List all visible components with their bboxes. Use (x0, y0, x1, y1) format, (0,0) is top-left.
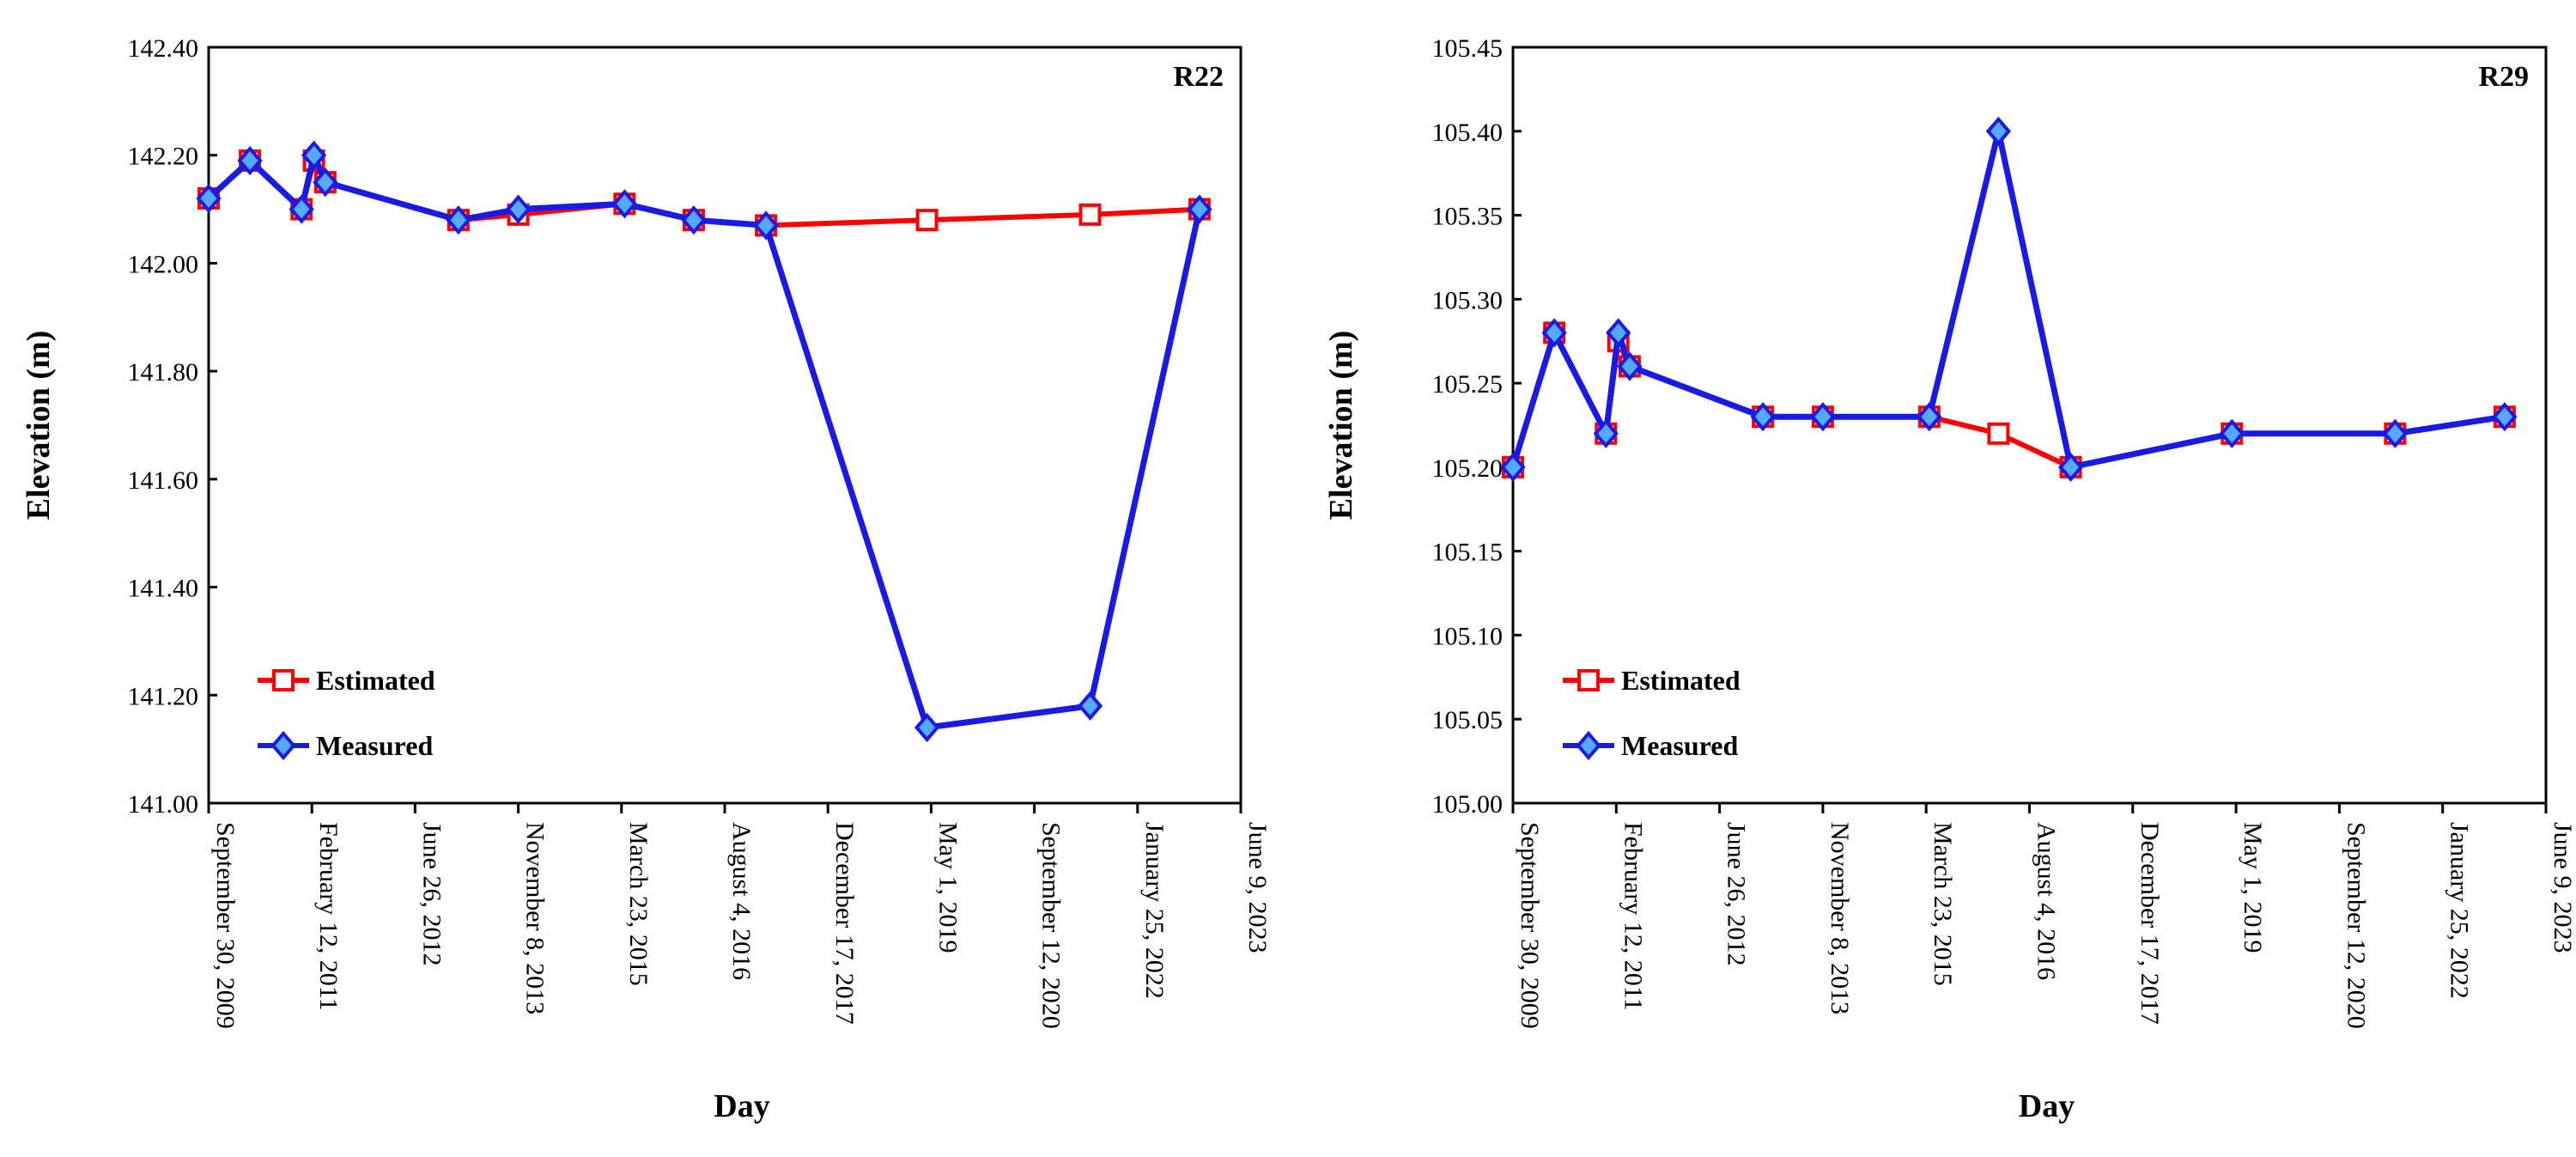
y-tick-label: 105.25 (1432, 370, 1504, 399)
data-point-measured (681, 205, 707, 235)
data-point-measured (611, 189, 638, 219)
legend-label-estimated: Estimated (1621, 665, 1741, 696)
x-axis-title: Day (714, 1088, 769, 1124)
y-tick-label: 105.45 (1432, 34, 1504, 63)
series-line-estimated (1510, 330, 2506, 470)
chart-panel-r29: 105.00 105.05 105.10 105.15 105.20 105.25 105.… (1323, 34, 2576, 1124)
x-tick-label: June 26, 2012 (1722, 822, 1751, 966)
y-tick-label: 141.20 (128, 682, 199, 710)
y-tick-label: 142.00 (128, 250, 199, 278)
data-point-measured (753, 210, 779, 241)
data-point-measured (237, 145, 263, 176)
legend-marker-measured (1576, 730, 1601, 761)
legend-label-measured: Measured (316, 730, 433, 761)
data-point-measured (301, 140, 327, 170)
data-point-estimated (1078, 203, 1102, 226)
y-tick-label: 141.00 (128, 790, 199, 819)
y-axis-title: Elevation (m) (21, 331, 57, 521)
x-tick-label: February 12, 2011 (314, 822, 343, 1011)
y-tick-label: 141.40 (128, 575, 199, 603)
series-measured (196, 140, 1212, 743)
series-estimated (1502, 321, 2516, 478)
chart-panel-r22: 141.00 141.20 141.40 141.60 141.80 142.00 142.… (21, 34, 1272, 1124)
x-tick-label: September 30, 2009 (1516, 822, 1544, 1029)
y-tick-label: 141.80 (128, 358, 199, 387)
x-tick-label: February 12, 2011 (1619, 822, 1647, 1011)
x-tick-label: May 1, 2019 (2239, 822, 2267, 953)
x-tick-label: November 8, 2013 (1826, 822, 1854, 1014)
data-point-measured (1500, 452, 1526, 482)
y-tick-label: 105.35 (1432, 203, 1504, 231)
data-point-measured (2382, 418, 2408, 448)
data-point-measured (2057, 452, 2084, 482)
legend-marker-estimated (1577, 669, 1600, 691)
x-tick-label: August 4, 2016 (2032, 822, 2061, 980)
y-tick-label: 105.40 (1432, 119, 1504, 147)
panel-label: R22 (1173, 61, 1224, 93)
x-tick-label: March 23, 2015 (1929, 822, 1957, 986)
series-line-measured (206, 152, 1203, 731)
y-axis-title: Elevation (m) (1323, 331, 1359, 521)
x-tick-label: August 4, 2016 (727, 822, 756, 980)
y-tick-label: 105.10 (1432, 622, 1504, 650)
data-point-measured (1187, 194, 1212, 224)
x-tick-label: September 30, 2009 (211, 822, 240, 1029)
legend: Estimated Measured (1563, 665, 1741, 761)
legend-marker-estimated (272, 669, 295, 691)
data-point-measured (1985, 116, 2012, 146)
x-tick-label: December 17, 2017 (2136, 822, 2164, 1025)
legend-marker-measured (270, 730, 296, 761)
x-tick-label: September 12, 2020 (2342, 822, 2370, 1029)
data-point-measured (313, 167, 338, 198)
x-tick-label: May 1, 2019 (933, 822, 962, 953)
legend-label-estimated: Estimated (316, 665, 435, 696)
y-tick-label: 141.60 (128, 466, 199, 495)
x-tick-label: January 25, 2022 (2445, 822, 2474, 999)
x-tick-label: January 25, 2022 (1140, 822, 1169, 999)
legend-label-measured: Measured (1621, 730, 1738, 761)
y-tick-label: 105.05 (1432, 706, 1504, 734)
x-tick-label: December 17, 2017 (830, 822, 859, 1025)
x-axis-title: Day (2019, 1088, 2075, 1124)
y-tick-label: 105.15 (1432, 539, 1504, 567)
data-point-measured (505, 194, 532, 224)
y-tick-label: 105.00 (1432, 790, 1504, 819)
data-point-measured (289, 194, 314, 224)
x-tick-label: June 9, 2023 (1243, 822, 1272, 953)
data-point-measured (1077, 691, 1103, 721)
data-point-measured (446, 205, 471, 235)
data-point-measured (1606, 318, 1631, 348)
data-point-measured (1917, 402, 1942, 432)
data-point-measured (1541, 318, 1567, 348)
y-tick-label: 142.40 (128, 34, 199, 63)
data-point-measured (914, 712, 940, 743)
data-point-estimated (915, 209, 939, 232)
panel-label: R29 (2478, 61, 2529, 93)
x-tick-label: June 9, 2023 (2549, 822, 2576, 953)
series-line-measured (1510, 128, 2506, 471)
y-tick-label: 142.20 (128, 143, 199, 171)
data-point-estimated (1987, 422, 2010, 445)
x-tick-label: November 8, 2013 (521, 822, 550, 1014)
y-tick-label: 105.30 (1432, 286, 1504, 314)
data-point-measured (2219, 418, 2245, 448)
data-point-measured (1810, 402, 1836, 432)
series-measured (1500, 116, 2518, 482)
data-point-measured (1593, 418, 1619, 448)
x-tick-label: June 26, 2012 (417, 822, 446, 966)
data-point-measured (196, 183, 222, 214)
data-point-measured (2492, 402, 2518, 432)
data-point-measured (1750, 402, 1776, 432)
x-tick-label: September 12, 2020 (1037, 822, 1066, 1029)
x-tick-label: March 23, 2015 (624, 822, 653, 986)
y-tick-label: 105.20 (1432, 454, 1504, 483)
data-point-measured (1617, 351, 1643, 381)
legend: Estimated Measured (258, 665, 435, 761)
